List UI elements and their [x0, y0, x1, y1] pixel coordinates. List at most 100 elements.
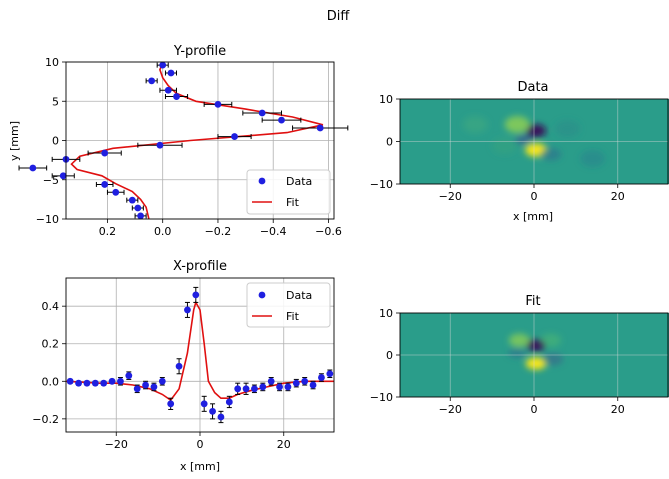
yprofile-ticks: 0.2 0.0 −0.2 −0.4 −0.6 −10 −5 0 5 10: [36, 56, 342, 238]
xprofile-data-point-4: [100, 379, 108, 387]
fit-heatmap-panel: −20 0 20 −10 0 10 Fit: [370, 294, 669, 416]
xprofile-panel: −20 0 20 −0.2 0.0 0.2 0.4 X-profile x [mm] Dat…: [32, 259, 335, 473]
yprofile-legend-data-label: Data: [286, 175, 312, 188]
xprofile-data-point-27: [292, 379, 300, 387]
yprofile-xtick-label-0: 0.2: [99, 225, 117, 238]
xprofile-legend-fit-label: Fit: [286, 310, 300, 323]
xprofile-data-point-28: [301, 377, 309, 385]
xprofile-data-point-31: [326, 370, 334, 378]
yprofile-data-point-2: [148, 77, 156, 85]
data_map-blob-5: [492, 137, 518, 155]
yprofile-data-point-11: [101, 149, 109, 157]
xprofile-data-point-13: [175, 362, 183, 370]
yprofile-data-point-19: [137, 212, 144, 220]
data-heatmap-ticks: −20 0 20 −10 0 10: [370, 93, 625, 203]
xprofile-data-point-1: [75, 379, 82, 387]
fit_map-xtick-label-2: 20: [611, 403, 625, 416]
xprofile-data-point-16: [200, 400, 208, 408]
data-heatmap-xlabel: x [mm]: [513, 210, 553, 223]
yprofile-data-point-8: [278, 116, 285, 124]
xprofile-data-point-18: [217, 413, 225, 421]
data-heatmap-title: Data: [517, 80, 548, 95]
data-heatmap-grid: [400, 99, 668, 184]
xprofile-data-point-11: [158, 377, 166, 385]
xprofile-data-point-26: [284, 383, 292, 391]
data_map-ytick-label-0: −10: [370, 178, 393, 191]
data_map-ytick-label-2: 10: [379, 93, 393, 106]
fit-heatmap-grid: [400, 313, 668, 397]
xprofile-data-point-7: [125, 372, 133, 380]
data_map-blob-4: [540, 147, 562, 161]
fit-heatmap-image: [400, 313, 669, 397]
data_map-blob-2: [504, 116, 530, 133]
xprofile-data-point-22: [251, 385, 258, 393]
yprofile-fit-layer: [70, 61, 324, 220]
yprofile-data-point-6: [258, 109, 266, 117]
yprofile-legend-fit-label: Fit: [286, 196, 300, 209]
yprofile-legend-data-marker: [258, 177, 266, 185]
fit-heatmap-title: Fit: [525, 294, 540, 309]
xprofile-xlabel: x [mm]: [180, 460, 220, 473]
yprofile-data-point-9: [231, 133, 238, 140]
data-heatmap-panel: −20 0 20 −10 0 10 Data x [mm]: [370, 80, 669, 223]
xprofile-ytick-label-3: 0.4: [42, 300, 60, 313]
xprofile-xtick-label-2: 20: [277, 438, 291, 451]
xprofile-data-point-19: [225, 398, 233, 406]
yprofile-xtick-label-3: −0.4: [260, 225, 287, 238]
yprofile-ylabel: y [mm]: [8, 121, 21, 161]
yprofile-panel: 0.2 0.0 −0.2 −0.4 −0.6 −10 −5 0 5 10 Y-profile y …: [8, 44, 349, 238]
xprofile-xtick-label-1: 0: [197, 438, 204, 451]
fit_map-blob-0: [525, 357, 547, 370]
yprofile-data-point-16: [112, 188, 120, 196]
yprofile-data-point-7: [316, 124, 324, 132]
fit-heatmap-blobs: [508, 333, 564, 370]
yprofile-ytick-label-3: 5: [52, 95, 59, 108]
xprofile-ytick-label-2: 0.2: [42, 338, 60, 351]
data_map-blob-6: [554, 120, 581, 138]
yprofile-legend: Data Fit: [246, 169, 331, 215]
yprofile-data-point-0: [159, 61, 167, 69]
yprofile-data-point-14: [59, 172, 67, 180]
yprofile-fit-line: [70, 61, 324, 220]
xprofile-data-point-17: [209, 407, 216, 415]
fit_map-blob-4: [542, 352, 564, 366]
data_map-blob-3: [515, 134, 532, 145]
xprofile-data-point-2: [83, 379, 91, 387]
fit_map-blob-2: [508, 333, 530, 348]
xprofile-data-point-5: [108, 377, 116, 385]
xprofile-data-point-30: [318, 374, 325, 381]
yprofile-ytick-label-1: −5: [43, 174, 59, 187]
xprofile-legend: Data Fit: [246, 282, 331, 328]
data_map-blob-8: [580, 150, 606, 167]
xprofile-data-layer: [66, 286, 334, 424]
yprofile-xtick-label-4: −0.6: [315, 225, 342, 238]
data_map-blob-7: [462, 116, 488, 133]
xprofile-data-point-20: [234, 385, 242, 393]
xprofile-ytick-label-1: 0.0: [42, 375, 60, 388]
yprofile-xtick-label-1: 0.0: [154, 225, 172, 238]
xprofile-data-point-24: [267, 377, 275, 385]
fit_map-ytick-label-1: 0: [386, 349, 393, 362]
yprofile-data-point-3: [164, 86, 172, 94]
xprofile-data-point-12: [167, 400, 175, 408]
fit_map-ytick-label-2: 10: [379, 307, 393, 320]
fit_map-blob-3: [508, 347, 527, 358]
fit_map-xtick-label-0: −20: [439, 403, 462, 416]
figure-suptitle: Diff: [327, 9, 351, 24]
yprofile-data-point-5: [214, 100, 222, 108]
xprofile-legend-data-label: Data: [286, 289, 312, 302]
yprofile-xtick-label-2: −0.2: [205, 225, 232, 238]
data_map-ytick-label-1: 0: [386, 136, 393, 149]
yprofile-data-point-15: [101, 181, 109, 188]
yprofile-title: Y-profile: [173, 44, 226, 59]
yprofile-data-layer: [18, 61, 349, 220]
yprofile-data-point-13: [29, 164, 37, 172]
xprofile-data-point-15: [192, 291, 200, 299]
xprofile-ytick-label-0: −0.2: [32, 413, 59, 426]
xprofile-data-point-3: [91, 379, 99, 387]
xprofile-data-point-21: [242, 385, 250, 393]
data_map-xtick-label-2: 20: [611, 190, 625, 203]
xprofile-data-point-0: [66, 377, 74, 385]
yprofile-ytick-label-4: 10: [45, 56, 59, 69]
